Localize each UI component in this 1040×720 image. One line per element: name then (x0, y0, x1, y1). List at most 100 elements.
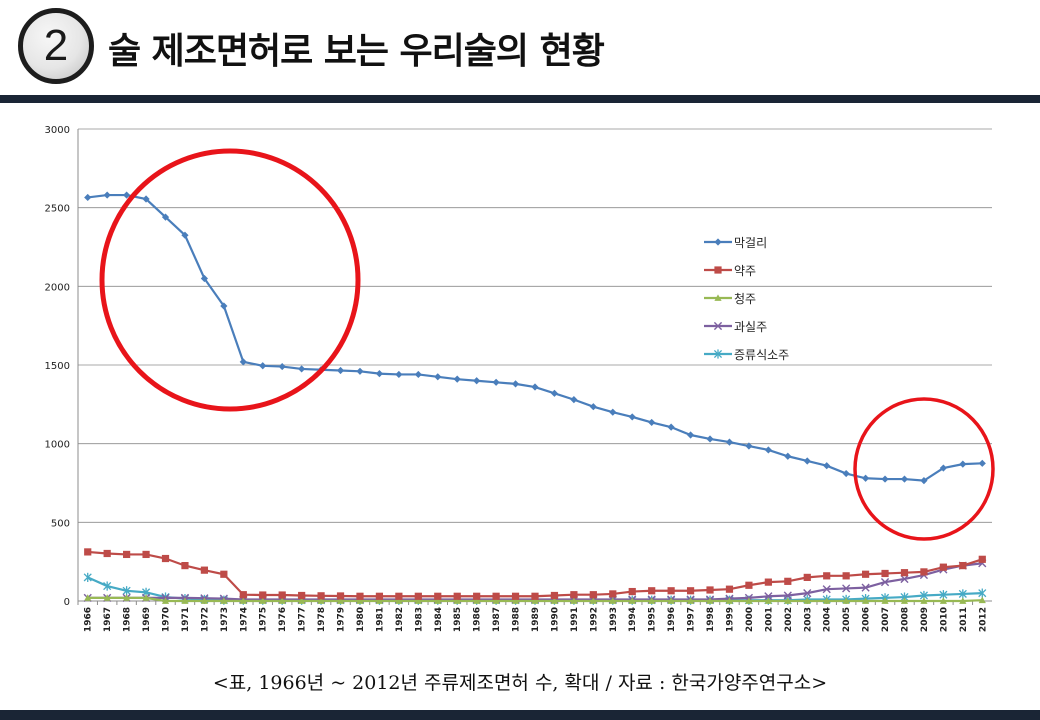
data-point (375, 370, 384, 378)
data-point (298, 597, 306, 604)
y-tick-label: 1500 (45, 361, 70, 372)
data-point (861, 570, 870, 578)
data-point (959, 562, 967, 570)
x-tick-label: 1973 (220, 607, 230, 632)
x-tick-label: 1997 (687, 607, 697, 632)
data-point (920, 477, 928, 485)
y-tick-label: 1000 (45, 440, 70, 451)
x-tick-label: 1993 (609, 607, 619, 632)
x-tick-label: 2003 (803, 607, 813, 632)
data-point (784, 597, 792, 604)
data-point (939, 563, 947, 571)
data-point (453, 592, 461, 600)
data-point (803, 573, 811, 581)
x-tick-label: 1977 (298, 607, 308, 632)
data-point (492, 378, 500, 386)
legend-label: 증류식소주 (734, 347, 790, 362)
data-point (648, 587, 656, 595)
data-point (978, 555, 986, 563)
data-point (239, 358, 247, 366)
data-point (511, 597, 520, 604)
data-point (803, 457, 811, 465)
data-point (434, 373, 442, 381)
data-point (900, 574, 909, 584)
data-point (706, 597, 714, 604)
x-tick-label: 1984 (434, 607, 444, 632)
x-tick-label: 1987 (492, 607, 502, 632)
data-point (356, 367, 364, 375)
data-point (531, 383, 539, 391)
data-point (648, 418, 656, 427)
data-point (842, 584, 851, 593)
data-point (181, 231, 189, 239)
slide-title: 술 제조면허로 보는 우리술의 현황 (108, 31, 605, 72)
data-point (725, 585, 734, 593)
data-point (122, 586, 131, 596)
data-point (103, 581, 112, 591)
x-tick-label: 1991 (570, 607, 580, 632)
data-point (823, 572, 831, 580)
x-tick-label: 2002 (784, 607, 794, 632)
data-point (939, 464, 947, 472)
data-point (259, 597, 267, 604)
legend-label: 청주 (734, 291, 757, 306)
legend-item: 막걸리 (704, 228, 789, 256)
legend-swatch (704, 321, 732, 331)
data-point (531, 592, 539, 600)
x-tick-label: 2005 (842, 607, 852, 632)
x-tick-label: 2010 (939, 607, 949, 632)
data-point (958, 589, 967, 599)
x-tick-label: 2004 (823, 607, 833, 632)
data-point (123, 550, 131, 559)
legend-item: 과실주 (704, 312, 789, 340)
data-point (784, 577, 792, 585)
x-tick-label: 1994 (628, 607, 638, 632)
data-point (453, 375, 461, 383)
data-point (823, 462, 831, 470)
x-tick-label: 2008 (900, 607, 910, 632)
data-point (686, 587, 695, 595)
data-point (356, 597, 364, 604)
data-point (939, 597, 947, 604)
legend-swatch (704, 238, 732, 246)
legend-swatch (704, 294, 732, 301)
data-point (375, 592, 384, 600)
data-point (745, 581, 753, 589)
data-point (83, 572, 92, 582)
data-point (959, 597, 967, 604)
data-point (920, 568, 928, 576)
data-point (161, 554, 170, 563)
data-point (239, 591, 247, 599)
data-point (434, 592, 442, 600)
data-point (628, 597, 636, 604)
x-tick-label: 1968 (123, 607, 133, 632)
data-point (783, 591, 792, 600)
data-point (142, 195, 150, 203)
data-point (900, 475, 909, 483)
data-point (103, 191, 111, 199)
data-point (764, 592, 773, 601)
x-tick-label: 1996 (667, 607, 677, 632)
legend-swatch (704, 266, 732, 274)
data-point (959, 460, 967, 468)
data-point (745, 597, 753, 604)
data-point (161, 213, 170, 221)
data-point (84, 594, 92, 601)
data-point (570, 591, 578, 599)
data-point (861, 597, 870, 604)
data-point (317, 592, 325, 600)
data-point (200, 597, 209, 604)
data-point (395, 370, 403, 379)
x-tick-label: 1981 (375, 607, 385, 632)
data-point (861, 583, 870, 592)
data-point (725, 597, 734, 604)
x-tick-label: 2011 (959, 607, 969, 632)
x-tick-label: 1988 (512, 607, 522, 632)
data-point (84, 548, 92, 556)
data-point (609, 590, 617, 598)
x-tick-label: 2001 (764, 607, 774, 632)
x-tick-label: 1990 (550, 607, 560, 632)
legend-item: 청주 (704, 284, 789, 312)
chart-caption: <표, 1966년 ~ 2012년 주류제조면허 수, 확대 / 자료 : 한국… (212, 672, 828, 694)
data-point (220, 570, 228, 578)
